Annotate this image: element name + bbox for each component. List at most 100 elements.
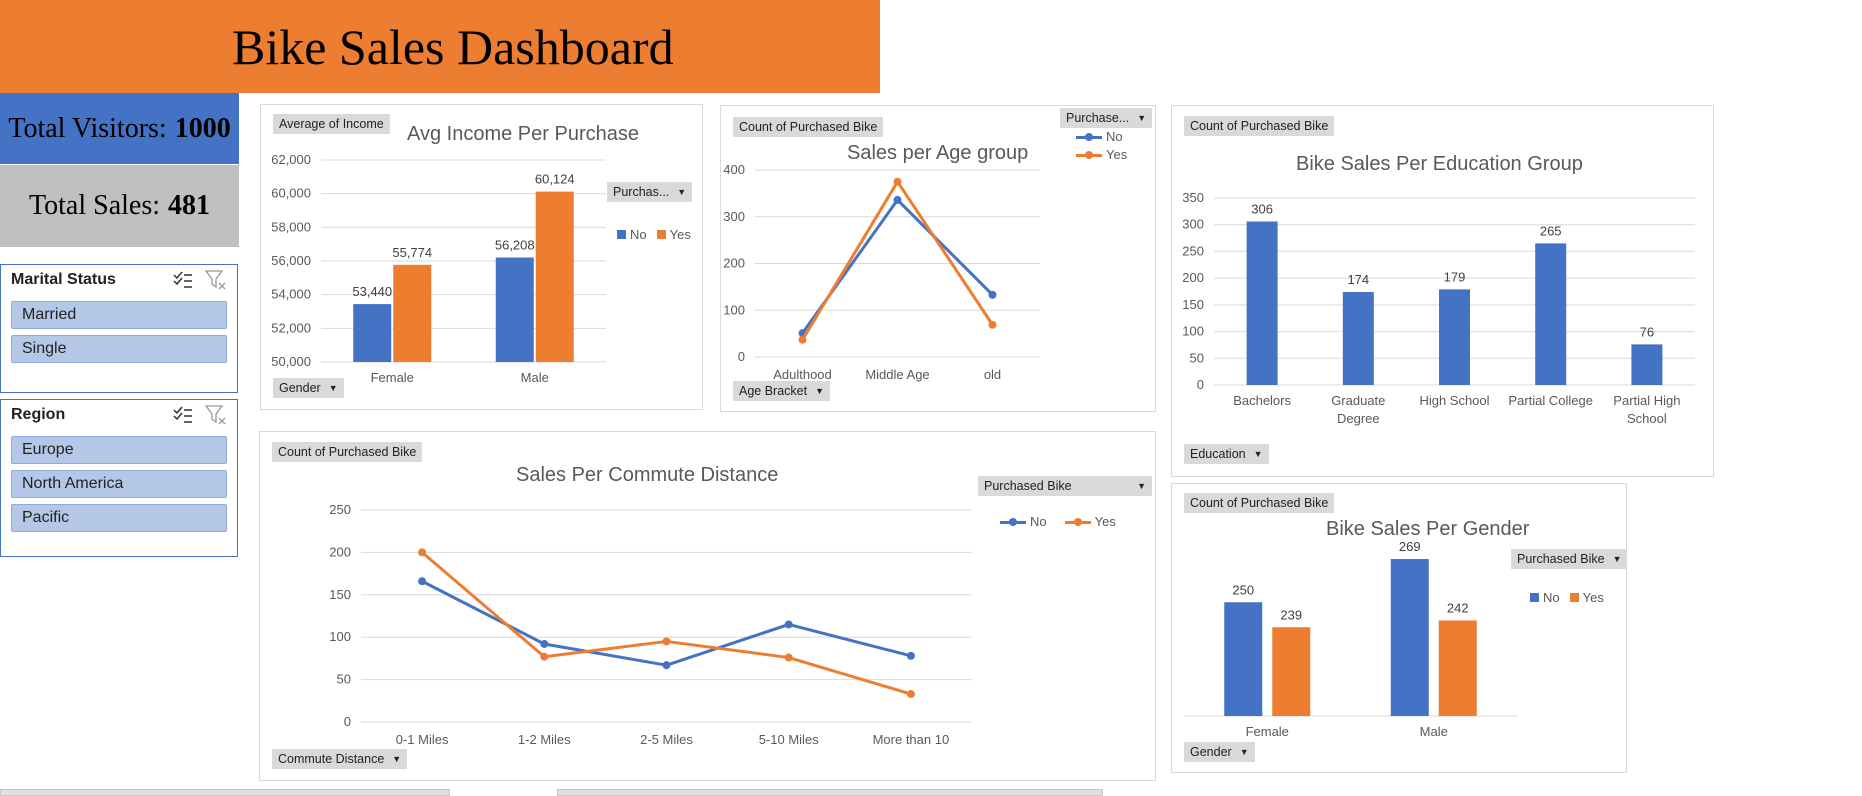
x-tick-label: 0-1 Miles xyxy=(396,732,449,747)
income-chart: 50,000 52,000 54,000 56,000 58,000 60,000 62,0… xyxy=(271,152,606,385)
legend-field-button[interactable]: Purchased Bike ▼ xyxy=(978,476,1152,496)
y-tick-label: 100 xyxy=(1182,324,1204,339)
data-label: 55,774 xyxy=(392,245,432,260)
y-tick-label: 0 xyxy=(344,714,351,729)
chart-title: Sales Per Commute Distance xyxy=(516,464,779,486)
sheet-scrollbar[interactable] xyxy=(0,789,450,796)
sheet-scrollbar[interactable] xyxy=(557,789,1103,796)
y-tick-label: 300 xyxy=(723,209,745,224)
chart-legend: No Yes xyxy=(1000,514,1116,529)
data-label: 53,440 xyxy=(352,284,392,299)
legend-no: No xyxy=(617,227,647,242)
commute-chart: 0 50 100 150 200 250 0-1 Miles 1-2 Miles 2-5 Mil… xyxy=(329,502,972,747)
data-point xyxy=(988,290,997,299)
multi-select-icon[interactable] xyxy=(173,271,193,289)
legend-yes: Yes xyxy=(1064,514,1116,529)
bar xyxy=(495,257,534,362)
axis-field-label: Education xyxy=(1190,447,1246,461)
legend-field-label: Purchas... xyxy=(613,185,670,199)
multi-select-icon[interactable] xyxy=(173,406,193,424)
slicer-item-single[interactable]: Single xyxy=(11,335,227,363)
clear-filter-icon[interactable] xyxy=(205,405,227,425)
education-chart: 0 50 100 150 200 250 300 350 306 Bachelors 174 Grad… xyxy=(1182,190,1695,426)
gender-chart-panel: Count of Purchased Bike Bike Sales Per G… xyxy=(1171,483,1628,773)
x-tick-label: Female xyxy=(1246,724,1289,739)
data-point xyxy=(540,652,549,661)
legend-no: No xyxy=(1076,129,1123,144)
legend-yes-label: Yes xyxy=(1094,514,1116,529)
legend-field-button[interactable]: Purchas... ▼ xyxy=(607,182,693,202)
legend-no-label: No xyxy=(1543,590,1560,605)
x-tick-label: Female xyxy=(371,370,414,385)
series-line-yes xyxy=(421,551,912,696)
bar xyxy=(1224,602,1263,716)
bar xyxy=(1535,243,1567,385)
chart-title: Avg Income Per Purchase xyxy=(407,123,639,145)
total-sales-label: Total Sales: xyxy=(28,190,161,221)
axis-field-label: Age Bracket xyxy=(739,384,808,398)
legend-field-button[interactable]: Purchased Bike ▼ xyxy=(1511,549,1628,569)
value-field-button[interactable]: Count of Purchased Bike xyxy=(1184,116,1335,136)
legend-field-button[interactable]: Purchase... ▼ xyxy=(1060,108,1153,128)
region-slicer: Region Europe North America Pacific xyxy=(0,399,238,557)
data-label: 174 xyxy=(1347,272,1369,287)
series-line-no xyxy=(801,198,994,335)
axis-field-button[interactable]: Age Bracket ▼ xyxy=(733,381,831,401)
slicer-item-europe[interactable]: Europe xyxy=(11,436,227,464)
x-tick-label: 5-10 Miles xyxy=(759,732,819,747)
chart-title: Bike Sales Per Gender xyxy=(1326,518,1530,540)
slicer-item-north-america[interactable]: North America xyxy=(11,470,227,498)
x-tick-label: High School xyxy=(1419,393,1489,408)
value-field-button[interactable]: Count of Purchased Bike xyxy=(733,117,884,137)
x-tick-label: 2-5 Miles xyxy=(640,732,693,747)
y-tick-label: 200 xyxy=(1182,270,1204,285)
x-tick-label: Male xyxy=(521,370,549,385)
axis-field-button[interactable]: Education ▼ xyxy=(1184,444,1269,464)
bar xyxy=(1438,620,1477,716)
data-point xyxy=(662,661,671,670)
dropdown-arrow-icon: ▼ xyxy=(1137,481,1146,491)
value-field-button[interactable]: Average of Income xyxy=(273,114,390,134)
bar xyxy=(1631,344,1663,385)
data-label: 242 xyxy=(1447,600,1469,615)
chart-title: Bike Sales Per Education Group xyxy=(1296,153,1583,175)
value-field-button[interactable]: Count of Purchased Bike xyxy=(272,442,423,462)
axis-field-label: Gender xyxy=(279,381,321,395)
data-label: 265 xyxy=(1540,223,1562,238)
bar xyxy=(1390,559,1429,716)
bar xyxy=(353,304,392,362)
value-field-button[interactable]: Count of Purchased Bike xyxy=(1184,493,1335,513)
data-label: 250 xyxy=(1232,582,1254,597)
total-visitors-card: Total Visitors: 1000 xyxy=(0,93,239,164)
legend-yes: Yes xyxy=(1569,590,1604,605)
data-label: 269 xyxy=(1399,539,1421,554)
axis-field-label: Gender xyxy=(1190,745,1232,759)
y-tick-label: 200 xyxy=(329,544,351,559)
chart-legend: No Yes xyxy=(1076,129,1127,162)
marital-status-slicer: Marital Status Married Single xyxy=(0,264,238,393)
axis-field-label: Commute Distance xyxy=(278,752,385,766)
x-tick-label: Partial College xyxy=(1508,393,1593,408)
clear-filter-icon[interactable] xyxy=(205,270,227,290)
chart-legend: No Yes xyxy=(617,227,691,242)
bar xyxy=(1272,627,1311,716)
total-visitors-value: 1000 xyxy=(174,112,231,144)
x-tick-label: Male xyxy=(1420,724,1448,739)
bar xyxy=(1246,221,1278,385)
axis-field-button[interactable]: Commute Distance ▼ xyxy=(272,749,408,769)
slicer-item-married[interactable]: Married xyxy=(11,301,227,329)
y-tick-label: 58,000 xyxy=(271,219,311,234)
bar xyxy=(1439,289,1470,385)
dropdown-arrow-icon: ▼ xyxy=(677,187,687,197)
axis-field-button[interactable]: Gender ▼ xyxy=(273,378,344,398)
legend-no-label: No xyxy=(630,227,647,242)
data-point xyxy=(906,651,915,660)
legend-no-label: No xyxy=(1030,514,1047,529)
legend-no: No xyxy=(1530,590,1560,605)
slicer-item-pacific[interactable]: Pacific xyxy=(11,504,227,532)
axis-field-button[interactable]: Gender ▼ xyxy=(1184,742,1255,762)
slicer-title: Marital Status xyxy=(11,271,116,288)
title-banner: Bike Sales Dashboard xyxy=(0,0,880,93)
legend-field-label: Purchase... xyxy=(1066,111,1130,125)
x-tick-label: Graduate xyxy=(1331,393,1385,408)
